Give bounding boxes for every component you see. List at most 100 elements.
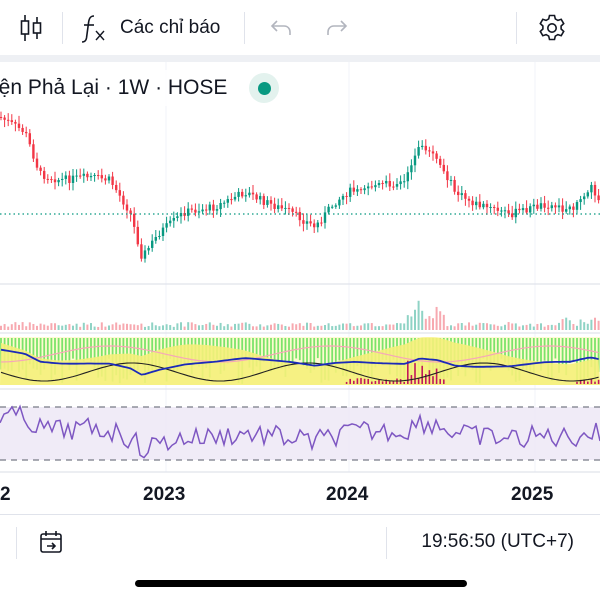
volume-bar xyxy=(126,323,128,330)
volume-bar xyxy=(270,324,272,330)
candle xyxy=(64,175,67,179)
histogram-bar xyxy=(590,378,593,384)
candle xyxy=(215,209,219,211)
volume-bar xyxy=(525,324,528,330)
candle xyxy=(586,192,589,197)
indicator-bar xyxy=(313,338,316,370)
indicator-bar xyxy=(32,338,35,369)
volume-bar xyxy=(295,324,298,330)
volume-bar xyxy=(140,323,143,330)
market-status-indicator[interactable] xyxy=(249,73,280,103)
candle xyxy=(82,173,85,176)
indicators-button[interactable]: Các chỉ báo xyxy=(80,0,220,55)
volume-bar xyxy=(82,322,85,330)
volume-bar xyxy=(115,322,118,330)
volume-bar xyxy=(180,322,182,330)
candle xyxy=(518,208,521,211)
candle xyxy=(140,244,143,259)
candle xyxy=(176,216,179,218)
volume-bar xyxy=(550,324,553,330)
histogram-bar xyxy=(439,378,441,384)
volume-bar xyxy=(464,325,467,330)
volume-bar xyxy=(338,324,341,330)
volume-bar xyxy=(349,323,352,330)
indicator-bar xyxy=(43,338,46,370)
volume-bar xyxy=(568,320,571,330)
indicator-bar xyxy=(75,338,78,381)
candle xyxy=(457,191,460,196)
volume-bar xyxy=(309,323,312,330)
indicator-bar xyxy=(28,338,31,365)
indicator-bar xyxy=(244,338,247,359)
volume-bar xyxy=(572,324,575,330)
candle xyxy=(467,198,471,201)
gear-icon[interactable] xyxy=(534,0,570,55)
time-axis-label: 2023 xyxy=(143,484,185,505)
indicator-bar xyxy=(50,338,53,381)
indicator-bar xyxy=(352,338,355,376)
volume-bar xyxy=(511,323,514,330)
candle xyxy=(205,209,208,211)
indicator-bar xyxy=(572,338,575,362)
chart-area[interactable]: 2 2023 2024 2025 iện Phả Lại · 1W · HOSE xyxy=(0,62,600,514)
volume-bar xyxy=(543,326,546,330)
candle xyxy=(313,223,316,228)
candle xyxy=(118,190,121,196)
volume-bar xyxy=(388,324,391,330)
volume-bar xyxy=(108,325,110,330)
volume-bar xyxy=(154,325,157,330)
volume-bar xyxy=(277,323,280,330)
candle xyxy=(575,202,579,210)
candle xyxy=(262,196,265,205)
candle xyxy=(251,192,255,195)
symbol-legend[interactable]: iện Phả Lại · 1W · HOSE xyxy=(0,70,280,106)
volume-bar xyxy=(61,325,64,330)
chart-canvas[interactable]: 2 2023 2024 2025 xyxy=(0,62,600,514)
candle xyxy=(554,205,557,208)
volume-bar xyxy=(414,309,416,330)
indicator-bar xyxy=(288,338,290,369)
candle xyxy=(269,200,273,204)
candle xyxy=(327,206,330,213)
volume-bar xyxy=(313,326,316,330)
histogram-bar xyxy=(353,380,355,384)
volume-bar xyxy=(522,325,524,330)
price-pane xyxy=(0,111,600,263)
indicator-bar xyxy=(262,338,265,362)
volume-bar xyxy=(468,322,470,330)
volume-bar xyxy=(352,326,355,330)
volume-bar xyxy=(7,326,10,330)
histogram-bar xyxy=(381,381,384,384)
volume-bar xyxy=(216,325,218,330)
candle xyxy=(190,208,193,210)
volume-bar xyxy=(439,311,442,330)
indicator-bar xyxy=(583,338,586,383)
candle xyxy=(129,210,132,214)
redo-icon[interactable] xyxy=(322,0,352,55)
candle xyxy=(93,175,96,177)
indicator-bar xyxy=(568,338,571,363)
volume-bar xyxy=(187,322,190,330)
volume-bar xyxy=(100,322,103,330)
volume-bar xyxy=(360,325,362,330)
candle xyxy=(417,147,420,156)
undo-icon[interactable] xyxy=(266,0,296,55)
indicator-bar xyxy=(255,338,258,367)
histogram-bar xyxy=(349,378,351,384)
date-range-icon[interactable] xyxy=(38,529,66,562)
candle xyxy=(151,240,154,248)
candle xyxy=(349,187,352,197)
candle xyxy=(197,211,201,213)
volume-bar xyxy=(284,325,287,330)
volume-bar xyxy=(111,324,114,330)
histogram-bar xyxy=(414,363,416,384)
volume-bar xyxy=(14,322,17,330)
candle xyxy=(223,202,226,204)
histogram-bar xyxy=(428,370,431,384)
candle xyxy=(485,203,489,208)
candles-icon[interactable] xyxy=(14,0,48,55)
volume-bar xyxy=(489,324,492,330)
volume-bar xyxy=(54,323,56,330)
volume-bar xyxy=(262,326,265,330)
volume-bar xyxy=(255,326,258,330)
